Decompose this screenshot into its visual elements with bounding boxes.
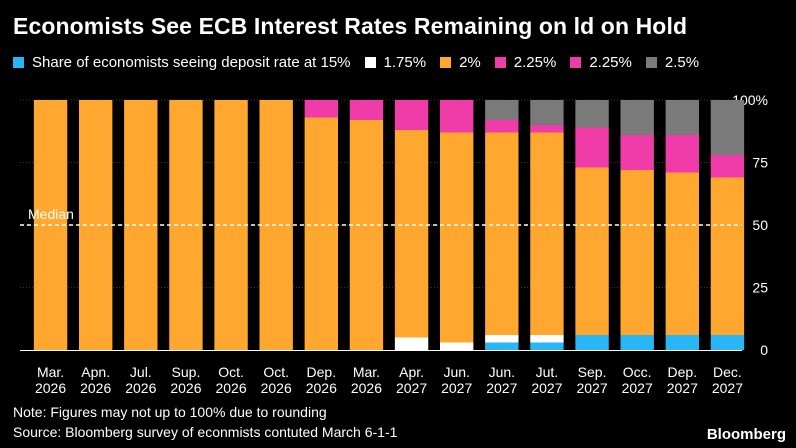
bar-segment <box>349 100 384 120</box>
legend-label: 2.25% <box>513 54 557 71</box>
bloomberg-logo: Bloomberg <box>706 426 786 443</box>
bar-segment <box>620 135 654 170</box>
x-tick-label: Jun. <box>489 364 515 380</box>
legend-item: 2% <box>440 54 481 71</box>
bar-segment <box>710 100 745 155</box>
bar-segment <box>575 100 609 128</box>
x-tick-label: Jun. <box>443 364 469 380</box>
bar-segment <box>530 342 564 350</box>
bar-segment <box>575 167 609 335</box>
legend-swatch <box>364 57 376 68</box>
x-tick-label: 2027 <box>622 380 653 396</box>
x-tick-label: 2027 <box>441 380 472 396</box>
bar-segment <box>530 125 564 133</box>
legend: Share of economists seeing deposit rate … <box>13 54 713 71</box>
x-tick-label: 2026 <box>306 380 337 396</box>
legend-swatch <box>645 57 657 68</box>
bar-segment <box>394 100 429 130</box>
x-tick-label: Dep. <box>307 364 337 380</box>
bar-segment <box>710 177 745 335</box>
x-tick-label: Mar. <box>37 364 64 380</box>
bar-segment <box>530 335 564 343</box>
legend-item: 1.75% <box>364 54 427 71</box>
x-tick-label: 2027 <box>712 380 743 396</box>
bar-segment <box>439 100 474 133</box>
bar-segment <box>665 100 700 135</box>
bar-segment <box>394 130 429 338</box>
y-tick-label: 0 <box>760 342 768 358</box>
bar-segment <box>620 170 654 335</box>
x-tick-label: Apr. <box>399 364 424 380</box>
x-tick-label: 2027 <box>576 380 607 396</box>
x-tick-label: 2026 <box>351 380 382 396</box>
bar-segment <box>485 120 519 133</box>
legend-item: Share of economists seeing deposit rate … <box>13 54 351 71</box>
x-tick-label: 2026 <box>215 380 246 396</box>
y-tick-label: 50 <box>752 217 768 233</box>
legend-label: 2% <box>459 54 481 71</box>
x-tick-label: 2026 <box>35 380 66 396</box>
y-tick-label: 75 <box>752 155 768 171</box>
y-tick-label: 25 <box>752 280 768 296</box>
legend-swatch <box>440 57 452 68</box>
x-tick-label: 2026 <box>125 380 156 396</box>
median-label: Median <box>28 206 74 222</box>
x-tick-label: Dep. <box>668 364 698 380</box>
legend-label: Share of economists seeing deposit rate … <box>32 54 351 71</box>
legend-swatch <box>570 57 582 68</box>
bar-segment <box>620 335 654 350</box>
x-tick-label: Mar. <box>353 364 380 380</box>
legend-label: 2.5% <box>664 54 700 71</box>
bar-segment <box>485 100 519 120</box>
footnote: Note: Figures may not up to 100% due to … <box>13 404 327 420</box>
legend-item: 2.5% <box>645 54 700 71</box>
bar-segment <box>575 335 609 350</box>
bar-segment <box>665 172 700 335</box>
bar-segment <box>394 337 429 350</box>
x-tick-label: 2027 <box>396 380 427 396</box>
bar-segment <box>349 120 384 350</box>
bar-segment <box>304 117 339 350</box>
x-tick-label: Occ. <box>623 364 652 380</box>
source-note: Source: Bloomberg survey of econmists co… <box>13 424 398 440</box>
x-tick-label: 2027 <box>486 380 517 396</box>
legend-item: 2.25% <box>570 54 632 71</box>
legend-label: 1.75% <box>383 54 427 71</box>
bar-segment <box>665 135 700 173</box>
legend-label: 2.25% <box>589 54 632 71</box>
chart-title: Economists See ECB Interest Rates Remain… <box>13 13 688 39</box>
x-tick-label: Jul. <box>130 364 152 380</box>
bar-segment <box>530 132 564 335</box>
bar-segment <box>575 127 609 168</box>
bar-segment <box>439 342 474 350</box>
bar-segment <box>710 335 745 350</box>
x-tick-label: 2027 <box>667 380 698 396</box>
x-tick-label: Apn. <box>81 364 110 380</box>
bar-segment <box>665 335 700 350</box>
bar-segment <box>304 100 339 118</box>
x-tick-label: Oct. <box>263 364 289 380</box>
x-tick-label: Sup. <box>172 364 201 380</box>
bar-segment <box>530 100 564 125</box>
bar-segment <box>485 342 519 350</box>
bar-segment <box>710 155 745 178</box>
x-tick-label: 2027 <box>531 380 562 396</box>
bar-segment <box>485 132 519 335</box>
bar-segment <box>439 132 474 343</box>
x-tick-label: 2026 <box>261 380 292 396</box>
x-tick-label: Sep. <box>578 364 607 380</box>
bar-segment <box>485 335 519 343</box>
legend-swatch <box>494 57 506 68</box>
x-tick-label: Oct. <box>218 364 244 380</box>
bar-segment <box>620 100 654 135</box>
x-tick-label: 2026 <box>170 380 201 396</box>
x-tick-label: 2026 <box>80 380 111 396</box>
x-tick-label: Jut. <box>536 364 559 380</box>
x-tick-label: Dec. <box>713 364 742 380</box>
legend-swatch <box>13 57 24 68</box>
legend-item: 2.25% <box>494 54 557 71</box>
